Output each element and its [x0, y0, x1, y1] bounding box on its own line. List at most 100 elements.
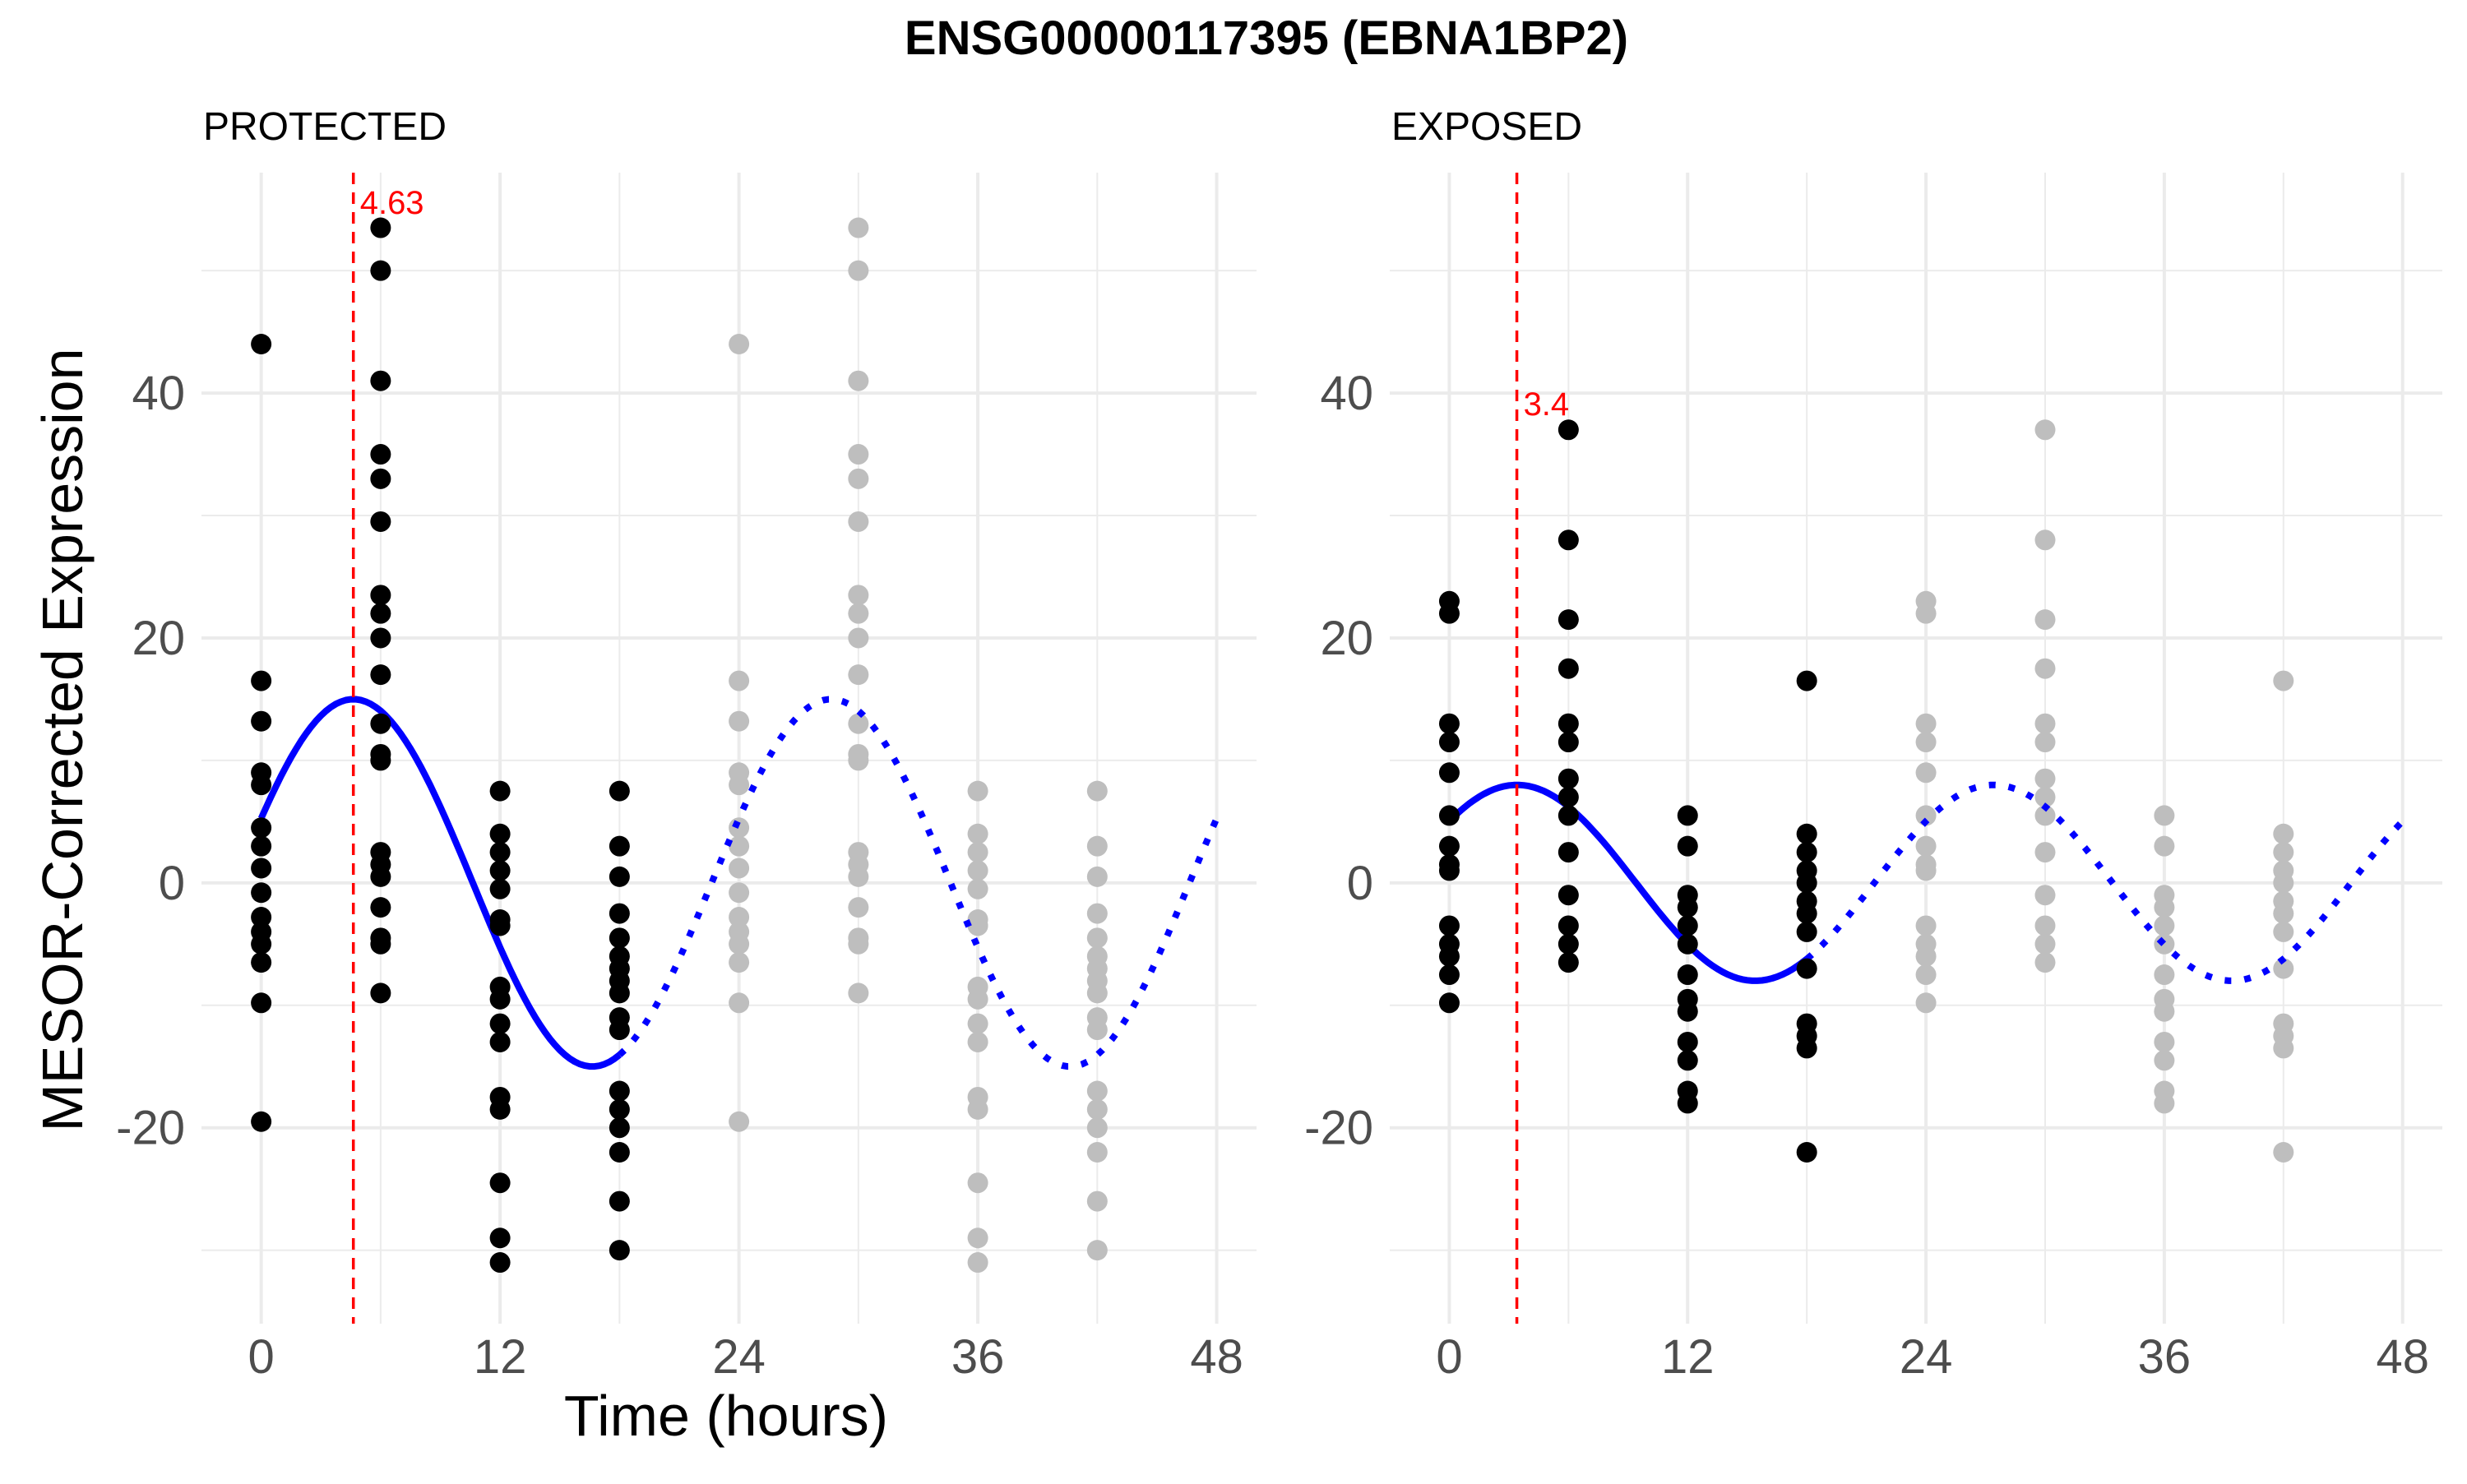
observed-point [1438, 805, 1460, 826]
observed-point [1557, 952, 1579, 973]
repeated-point [2154, 933, 2175, 955]
repeated-point [967, 1252, 988, 1274]
repeated-point [2273, 823, 2294, 844]
observed-point [1438, 915, 1460, 936]
observed-point [1438, 860, 1460, 881]
observed-point [251, 858, 272, 879]
y-tick-label: 40 [132, 367, 185, 420]
observed-point [609, 1019, 630, 1041]
repeated-point [2034, 529, 2056, 551]
repeated-point [967, 878, 988, 899]
observed-point [609, 1098, 630, 1120]
observed-point [1677, 1050, 1698, 1071]
observed-point [609, 866, 630, 887]
observed-point [489, 1013, 511, 1034]
observed-point [251, 882, 272, 904]
observed-point [1557, 529, 1579, 551]
observed-point [1557, 732, 1579, 753]
observed-point [370, 982, 391, 1004]
repeated-point [2034, 952, 2056, 973]
repeated-point [848, 982, 869, 1004]
repeated-point [848, 260, 869, 281]
x-tick-label: 12 [474, 1330, 527, 1384]
observed-point [1557, 842, 1579, 863]
panel-protected: PROTECTED 0 12 24 36 48 -20 0 20 40 4.63 [116, 105, 1257, 1384]
repeated-point [1086, 1141, 1108, 1163]
observed-point [609, 1117, 630, 1139]
repeated-point [2273, 903, 2294, 924]
y-tick-label: 0 [159, 857, 185, 910]
observed-point [1557, 419, 1579, 441]
observed-point [1438, 762, 1460, 784]
repeated-point [729, 858, 750, 879]
observed-point [370, 933, 391, 955]
observed-point [1438, 945, 1460, 967]
observed-point [370, 260, 391, 281]
chart-title: ENSG00000117395 (EBNA1BP2) [905, 12, 1628, 65]
repeated-point [2154, 1001, 2175, 1022]
repeated-point [1086, 927, 1108, 949]
repeated-point [1915, 713, 1937, 734]
repeated-point [1086, 1240, 1108, 1261]
observed-point [1557, 885, 1579, 906]
observed-point [251, 992, 272, 1014]
observed-point [1438, 713, 1460, 734]
observed-point [1796, 872, 1817, 894]
observed-point [609, 1080, 630, 1102]
observed-point [370, 603, 391, 624]
fit-curve-observed [257, 696, 622, 1070]
observed-point [370, 866, 391, 887]
repeated-point [848, 897, 869, 918]
observed-point [1796, 903, 1817, 924]
repeated-point [1915, 805, 1937, 826]
repeated-point [2034, 787, 2056, 808]
observed-point [1438, 603, 1460, 624]
observed-point [251, 1111, 272, 1132]
y-tick-label: 20 [1320, 612, 1373, 665]
observed-point [1438, 732, 1460, 753]
observed-point [1438, 992, 1460, 1014]
observed-point [609, 1240, 630, 1261]
panel-label: EXPOSED [1391, 105, 1582, 149]
repeated-point [967, 860, 988, 881]
repeated-point [729, 952, 750, 973]
observed-point [251, 817, 272, 839]
observed-point [251, 774, 272, 796]
observed-point [370, 585, 391, 606]
observed-point [370, 627, 391, 649]
x-tick-label: 48 [2376, 1330, 2429, 1384]
repeated-point [1915, 945, 1937, 967]
observed-point [1677, 897, 1698, 918]
observed-point [1557, 915, 1579, 936]
repeated-point [729, 907, 750, 928]
repeated-point [1086, 1098, 1108, 1120]
observed-point [609, 780, 630, 802]
repeated-point [2034, 842, 2056, 863]
observed-point [489, 860, 511, 881]
observed-point [1677, 933, 1698, 955]
repeated-point [2154, 1031, 2175, 1052]
repeated-point [848, 511, 869, 532]
repeated-point [967, 1227, 988, 1249]
observed-point [1557, 805, 1579, 826]
peak-time-label: 3.4 [1524, 386, 1570, 423]
observed-point [251, 710, 272, 732]
repeated-point [2034, 915, 2056, 936]
repeated-point [729, 334, 750, 355]
observed-point [1677, 915, 1698, 936]
repeated-point [2273, 958, 2294, 979]
x-tick-label: 36 [951, 1330, 1005, 1384]
observed-point [1796, 1141, 1817, 1163]
repeated-point [729, 817, 750, 839]
observed-point [609, 1141, 630, 1163]
observed-point [1677, 805, 1698, 826]
repeated-point [1915, 964, 1937, 986]
repeated-point [2034, 609, 2056, 631]
observed-point [1796, 823, 1817, 844]
observed-point [489, 988, 511, 1010]
repeated-point [1915, 732, 1937, 753]
repeated-point [967, 1013, 988, 1034]
observed-point [251, 670, 272, 691]
repeated-point [967, 780, 988, 802]
